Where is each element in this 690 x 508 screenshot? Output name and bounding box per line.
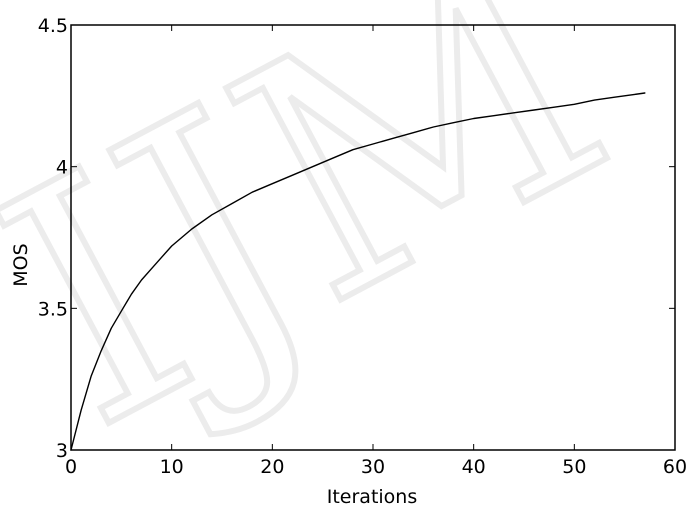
y-tick-label: 3 xyxy=(56,440,68,462)
y-tick-label: 4 xyxy=(56,157,68,179)
x-tick-label: 40 xyxy=(462,456,486,478)
y-axis-label: MOS xyxy=(10,243,32,286)
y-tick-label: 3.5 xyxy=(38,298,68,320)
x-axis-label: Iterations xyxy=(327,486,418,508)
x-tick-label: 30 xyxy=(361,456,385,478)
x-tick-label: 20 xyxy=(260,456,284,478)
x-tick-label: 50 xyxy=(562,456,586,478)
y-tick-label: 4.5 xyxy=(38,15,68,37)
series-line xyxy=(70,92,646,451)
x-tick-label: 60 xyxy=(663,456,687,478)
x-tick-label: 10 xyxy=(160,456,184,478)
y-axis-ticks: 3 3.5 4 4.5 xyxy=(38,15,675,462)
watermark-text: IJM xyxy=(0,0,663,503)
x-tick-label: 0 xyxy=(65,456,77,478)
x-axis-ticks: 0 10 20 30 40 50 60 xyxy=(65,25,687,478)
